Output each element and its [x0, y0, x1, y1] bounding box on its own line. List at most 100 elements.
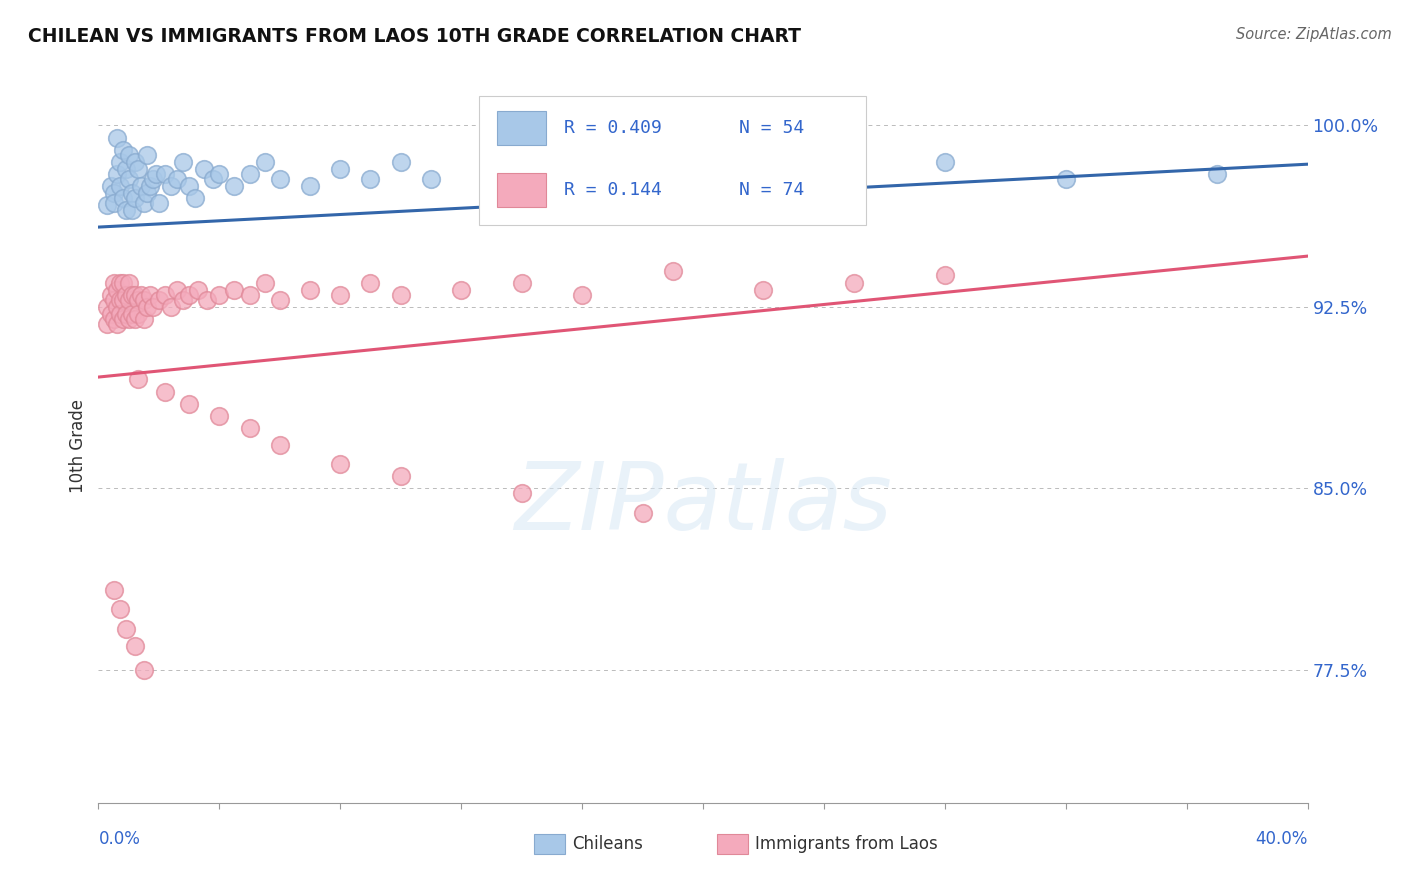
- Point: [153, 384, 176, 399]
- Point: [1054, 171, 1077, 186]
- Point: [389, 154, 412, 169]
- Point: [108, 293, 131, 307]
- Point: [253, 276, 276, 290]
- Point: [132, 663, 155, 677]
- Point: [96, 317, 118, 331]
- Point: [111, 276, 134, 290]
- Point: [360, 171, 382, 186]
- Point: [844, 276, 866, 290]
- Text: 0.0%: 0.0%: [98, 830, 141, 847]
- Point: [124, 288, 146, 302]
- Text: N = 74: N = 74: [740, 181, 804, 199]
- Point: [105, 283, 128, 297]
- Point: [208, 288, 231, 302]
- Point: [111, 312, 134, 326]
- Point: [166, 283, 188, 297]
- Point: [105, 130, 128, 145]
- Point: [299, 178, 322, 193]
- Point: [121, 288, 143, 302]
- Point: [160, 178, 183, 193]
- Point: [96, 300, 118, 314]
- Text: ZIPatlas: ZIPatlas: [515, 458, 891, 549]
- Point: [142, 171, 165, 186]
- Point: [111, 293, 134, 307]
- Point: [172, 154, 194, 169]
- Point: [153, 167, 176, 181]
- Point: [105, 167, 128, 181]
- Point: [172, 293, 194, 307]
- Text: CHILEAN VS IMMIGRANTS FROM LAOS 10TH GRADE CORRELATION CHART: CHILEAN VS IMMIGRANTS FROM LAOS 10TH GRA…: [28, 27, 801, 45]
- Point: [269, 171, 291, 186]
- Point: [450, 283, 472, 297]
- Point: [571, 288, 593, 302]
- Point: [135, 300, 157, 314]
- Point: [135, 186, 157, 201]
- Point: [105, 317, 128, 331]
- Point: [389, 288, 412, 302]
- Point: [239, 421, 262, 435]
- Text: Immigrants from Laos: Immigrants from Laos: [755, 835, 938, 853]
- Point: [132, 312, 155, 326]
- Point: [129, 178, 152, 193]
- Point: [813, 167, 835, 181]
- Point: [127, 293, 149, 307]
- Point: [127, 161, 149, 176]
- Point: [934, 154, 956, 169]
- Point: [114, 161, 136, 176]
- Point: [100, 307, 122, 321]
- Point: [121, 203, 143, 218]
- Point: [121, 307, 143, 321]
- Point: [103, 312, 125, 326]
- Point: [187, 283, 209, 297]
- Point: [661, 263, 683, 277]
- Point: [329, 161, 352, 176]
- Point: [100, 288, 122, 302]
- Point: [195, 293, 218, 307]
- Point: [253, 154, 276, 169]
- Point: [108, 178, 131, 193]
- Point: [208, 409, 231, 423]
- Point: [127, 307, 149, 321]
- Point: [631, 506, 654, 520]
- Text: R = 0.409: R = 0.409: [564, 119, 662, 136]
- Point: [103, 293, 125, 307]
- Point: [329, 288, 352, 302]
- Point: [166, 171, 188, 186]
- Point: [121, 186, 143, 201]
- Text: N = 54: N = 54: [740, 119, 804, 136]
- Point: [184, 191, 207, 205]
- Point: [177, 288, 201, 302]
- Point: [129, 288, 152, 302]
- Point: [571, 161, 593, 176]
- Point: [100, 178, 122, 193]
- Y-axis label: 10th Grade: 10th Grade: [69, 399, 87, 493]
- Point: [139, 288, 162, 302]
- Point: [360, 276, 382, 290]
- Point: [419, 171, 441, 186]
- Point: [108, 276, 131, 290]
- Point: [111, 191, 134, 205]
- Point: [124, 639, 146, 653]
- Point: [299, 283, 322, 297]
- Point: [103, 582, 125, 597]
- Bar: [498, 173, 546, 207]
- Point: [108, 307, 131, 321]
- Point: [114, 203, 136, 218]
- Point: [631, 154, 654, 169]
- Bar: [498, 111, 546, 145]
- Point: [105, 300, 128, 314]
- Point: [202, 171, 225, 186]
- Point: [103, 186, 125, 201]
- Point: [118, 147, 141, 161]
- Point: [148, 195, 170, 210]
- Point: [510, 276, 533, 290]
- Point: [239, 167, 262, 181]
- Point: [124, 154, 146, 169]
- Point: [127, 372, 149, 386]
- Point: [148, 293, 170, 307]
- Point: [239, 288, 262, 302]
- Point: [132, 195, 155, 210]
- Text: Source: ZipAtlas.com: Source: ZipAtlas.com: [1236, 27, 1392, 42]
- Point: [160, 300, 183, 314]
- Point: [135, 147, 157, 161]
